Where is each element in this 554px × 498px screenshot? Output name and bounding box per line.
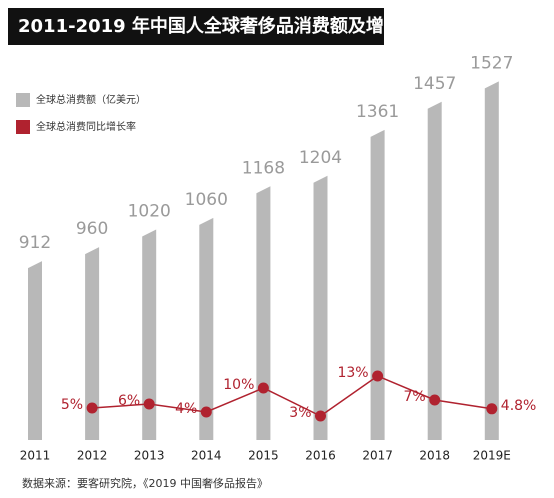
growth-marker — [86, 402, 98, 414]
bar-value-label: 912 — [19, 233, 51, 253]
bar-value-label: 1060 — [185, 190, 228, 210]
growth-value-label: 6% — [118, 393, 140, 409]
x-tick-label: 2012 — [77, 449, 108, 463]
growth-marker — [429, 394, 441, 406]
x-tick-label: 2014 — [191, 449, 222, 463]
title-banner — [8, 8, 384, 45]
bar — [199, 217, 214, 440]
growth-marker — [257, 382, 269, 394]
growth-value-label: 4% — [175, 401, 197, 417]
bar-value-label: 1457 — [413, 74, 456, 94]
growth-marker — [486, 403, 498, 415]
x-tick-label: 2017 — [362, 449, 393, 463]
x-tick-label: 2019E — [473, 449, 511, 463]
bar — [427, 101, 442, 441]
growth-marker — [315, 410, 326, 422]
bar — [370, 129, 385, 440]
bar-value-label: 1204 — [299, 148, 342, 168]
x-tick-label: 2015 — [248, 449, 279, 463]
growth-value-label: 3% — [289, 405, 311, 421]
bar — [256, 186, 271, 440]
legend-swatch — [16, 93, 30, 107]
growth-value-label: 7% — [403, 389, 425, 405]
growth-line — [92, 375, 492, 417]
x-tick-label: 2018 — [419, 449, 450, 463]
x-tick-label: 2013 — [134, 449, 165, 463]
x-tick-label: 2011 — [20, 449, 51, 463]
bar-value-label: 1168 — [242, 158, 285, 178]
chart-title: 2011-2019 年中国人全球奢侈品消费额及增长率 — [18, 15, 420, 37]
bar-value-label: 1020 — [128, 202, 171, 222]
bar — [484, 81, 499, 440]
legend-label: 全球总消费同比增长率 — [36, 120, 136, 133]
growth-marker — [143, 398, 155, 410]
bar — [313, 175, 328, 440]
growth-value-label: 5% — [61, 397, 83, 413]
bar — [142, 229, 157, 440]
legend-label: 全球总消费额（亿美元） — [36, 93, 146, 106]
bar-value-label: 960 — [76, 219, 108, 239]
bar — [28, 261, 42, 440]
growth-marker — [200, 406, 212, 418]
growth-value-label: 4.8% — [501, 398, 537, 414]
bar-value-label: 1361 — [356, 102, 399, 122]
source-note: 数据来源：要客研究院，《2019 中国奢侈品报告》 — [22, 476, 268, 490]
x-tick-label: 2016 — [305, 449, 336, 463]
growth-value-label: 13% — [337, 365, 368, 381]
bar-value-label: 1527 — [470, 53, 513, 73]
growth-value-label: 10% — [223, 377, 254, 393]
growth-marker — [372, 370, 384, 382]
legend-swatch — [16, 120, 30, 134]
bar — [85, 247, 100, 440]
